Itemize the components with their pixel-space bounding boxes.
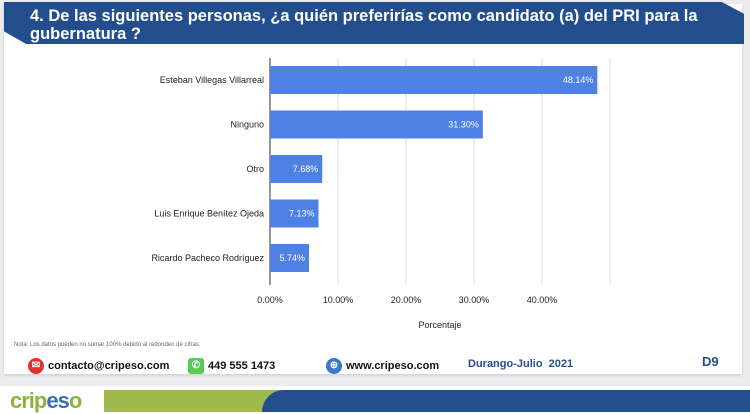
place-date: Durango-Julio 2021 bbox=[468, 358, 574, 370]
bar bbox=[270, 199, 319, 228]
footer-web: ⊕ www.cripeso.com bbox=[326, 358, 439, 374]
data-label: 31.30% bbox=[448, 120, 479, 130]
data-label: 7.13% bbox=[289, 209, 315, 219]
bar bbox=[270, 155, 323, 183]
title-banner: 4. De las siguientes personas, ¿a quién … bbox=[4, 2, 744, 44]
x-tick-label: 20.00% bbox=[391, 295, 422, 305]
x-tick-label: 0.00% bbox=[257, 295, 283, 305]
category-label: Otro bbox=[246, 164, 264, 174]
email-icon: ✉ bbox=[28, 358, 44, 374]
bar bbox=[270, 110, 483, 139]
data-label: 7.68% bbox=[293, 164, 319, 174]
question-title: 4. De las siguientes personas, ¿a quién … bbox=[30, 7, 698, 43]
slide-card bbox=[4, 4, 742, 374]
email-text: contacto@cripeso.com bbox=[48, 360, 170, 372]
note: Nota: Los datos pueden no sumar 100% deb… bbox=[14, 342, 201, 348]
phone-icon: ✆ bbox=[188, 358, 204, 374]
x-axis-title: Porcentaje bbox=[418, 320, 461, 330]
category-label: Ricardo Pacheco Rodríguez bbox=[151, 253, 264, 263]
footer-phone: ✆ 449 555 1473 bbox=[188, 358, 275, 374]
x-tick-label: 10.00% bbox=[323, 295, 354, 305]
page-id: D9 bbox=[702, 354, 719, 369]
category-label: Luis Enrique Benítez Ojeda bbox=[154, 209, 264, 219]
phone-text: 449 555 1473 bbox=[208, 360, 276, 372]
x-tick-label: 30.00% bbox=[459, 295, 490, 305]
footer-email: ✉ contacto@cripeso.com bbox=[28, 358, 169, 374]
bar-chart: 0.00% 10.00% 20.00% 30.00% 40.00% Porcentaje E… bbox=[151, 58, 611, 330]
web-text: www.cripeso.com bbox=[346, 360, 440, 372]
bar bbox=[270, 66, 598, 94]
cripeso-logo: cripeso bbox=[10, 388, 82, 413]
bar bbox=[270, 244, 310, 272]
globe-icon: ⊕ bbox=[326, 358, 342, 374]
data-label: 5.74% bbox=[280, 253, 306, 263]
x-tick-label: 40.00% bbox=[527, 295, 558, 305]
blue-stripe bbox=[262, 390, 750, 412]
category-label: Esteban Villegas Villarreal bbox=[160, 75, 264, 85]
data-label: 48.14% bbox=[563, 75, 594, 85]
category-label: Ninguno bbox=[230, 120, 264, 130]
